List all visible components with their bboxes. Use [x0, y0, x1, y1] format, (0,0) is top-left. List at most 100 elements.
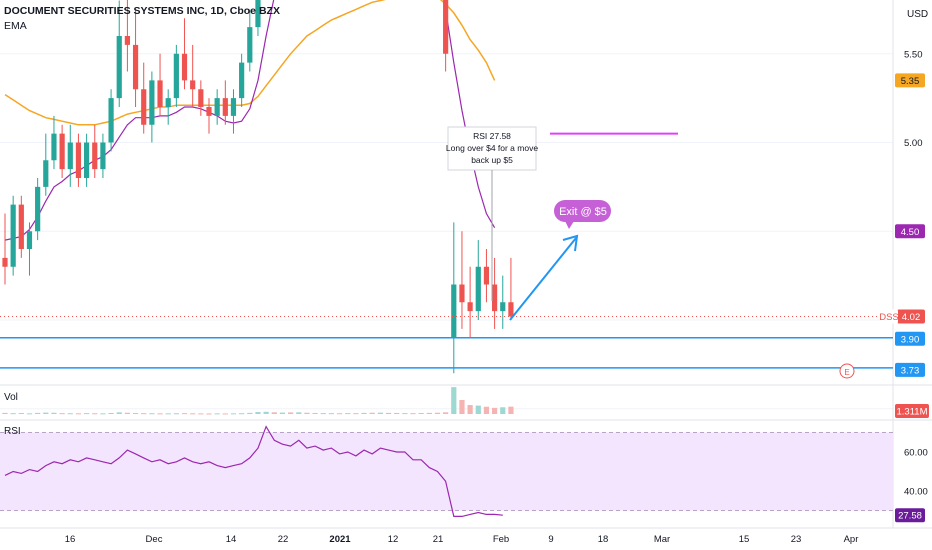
volume-bar — [173, 413, 179, 415]
support-lower-tag-bg — [895, 362, 925, 377]
time-tick-label: 22 — [278, 534, 289, 545]
candle-body — [75, 142, 82, 178]
candle-body — [222, 98, 228, 116]
volume-bar — [410, 413, 416, 415]
target-label-bubble — [554, 200, 611, 222]
volume-bar — [312, 412, 318, 414]
time-axis: 16 Dec 14 22 2021 12 21 Feb 9 18 Mar 15 23 Apr — [65, 534, 859, 545]
volume-bar — [10, 413, 16, 415]
time-tick-label: Dec — [146, 534, 163, 545]
candles — [2, 0, 514, 374]
candle-body — [181, 53, 188, 81]
volume-bar — [443, 412, 449, 414]
candle-body — [59, 133, 65, 170]
volume-bar — [165, 413, 171, 415]
volume-bar — [304, 412, 310, 414]
volume-bar — [385, 412, 392, 414]
candle-body — [157, 80, 163, 107]
volume-bar — [116, 412, 122, 414]
last-price-tag: 4.02 — [902, 312, 921, 323]
volume-bar — [181, 413, 188, 415]
time-tick-label: 12 — [388, 534, 399, 545]
candle-body — [500, 302, 506, 312]
candle-body — [141, 89, 147, 125]
rsi-last-tag-bg — [895, 508, 925, 523]
volume-bar — [190, 413, 196, 415]
chart-title: DOCUMENT SECURITIES SYSTEMS INC, 1D, Cbo… — [4, 5, 280, 17]
candle-body — [459, 284, 465, 303]
last-price-tag-bg — [897, 309, 925, 324]
candle-body — [10, 204, 16, 267]
time-tick-label: Apr — [844, 534, 859, 545]
candle-body — [214, 98, 220, 116]
price-tick-label: 5.00 — [904, 138, 923, 149]
volume-bar — [67, 413, 73, 415]
candle-body — [100, 142, 106, 170]
volume-bar — [239, 413, 245, 415]
candle-body — [255, 0, 261, 28]
earnings-letter: E — [844, 368, 849, 377]
callout-box — [447, 126, 537, 171]
volume-bar — [18, 412, 24, 414]
candle-body — [443, 0, 449, 54]
candle-body — [2, 257, 8, 267]
rsi-last-tag: 27.58 — [898, 511, 922, 522]
volume-bar — [279, 412, 286, 414]
candle-body — [108, 98, 114, 143]
volume-bar — [500, 407, 506, 414]
rsi-tick-label: 40.00 — [904, 487, 928, 498]
volume-bar — [75, 413, 82, 415]
volume-bar — [230, 413, 237, 415]
volume-bar — [336, 413, 343, 415]
candle-body — [35, 186, 41, 232]
volume-bar — [132, 412, 139, 414]
volume-bar — [84, 413, 90, 415]
volume-bar — [141, 413, 147, 415]
rsi-pane — [0, 425, 893, 518]
volume-bar — [149, 413, 155, 415]
candle-body — [239, 62, 245, 99]
arrow-shaft — [509, 237, 577, 321]
candle-body — [190, 80, 196, 90]
volume-bar — [255, 412, 261, 414]
volume-bars — [2, 387, 514, 415]
volume-last-tag: 1.311M — [897, 407, 928, 418]
ema-slow-line — [4, 0, 496, 126]
candle-body — [492, 284, 498, 312]
volume-bar — [483, 406, 490, 414]
ema-fast-tag-bg — [895, 224, 925, 239]
volume-bar — [271, 412, 277, 414]
grid — [0, 0, 932, 529]
earnings-circle[interactable] — [839, 363, 855, 379]
arrow-head — [562, 234, 579, 252]
volume-bar — [508, 406, 514, 414]
callout-line-1: RSI 27.58 — [473, 131, 511, 141]
volume-bar — [361, 412, 367, 414]
candle-body — [149, 80, 155, 125]
volume-bar — [353, 413, 359, 415]
volume-bar — [124, 412, 130, 414]
time-tick-label: 15 — [739, 534, 750, 545]
volume-bar — [328, 413, 334, 415]
volume-bar — [247, 412, 253, 414]
time-tick-label: Mar — [654, 534, 670, 545]
volume-bar — [434, 412, 441, 414]
volume-bar — [157, 413, 163, 415]
volume-bar — [43, 412, 49, 414]
volume-bar — [459, 400, 465, 414]
rsi-callout: RSI 27.58 Long over $4 for a move back u… — [446, 126, 538, 301]
rsi-line — [4, 425, 503, 518]
candle-body — [18, 204, 24, 249]
support-upper-tag-bg — [895, 331, 925, 346]
time-tick-label: Feb — [493, 534, 509, 545]
indicator-label: EMA — [4, 20, 27, 32]
volume-bar — [100, 413, 106, 415]
level-lines — [0, 132, 893, 369]
volume-bar — [59, 413, 65, 415]
support-lower-tag: 3.73 — [901, 365, 920, 376]
candle-body — [84, 142, 90, 178]
earnings-marker[interactable]: E — [839, 363, 855, 379]
currency-label: USD — [907, 9, 928, 20]
